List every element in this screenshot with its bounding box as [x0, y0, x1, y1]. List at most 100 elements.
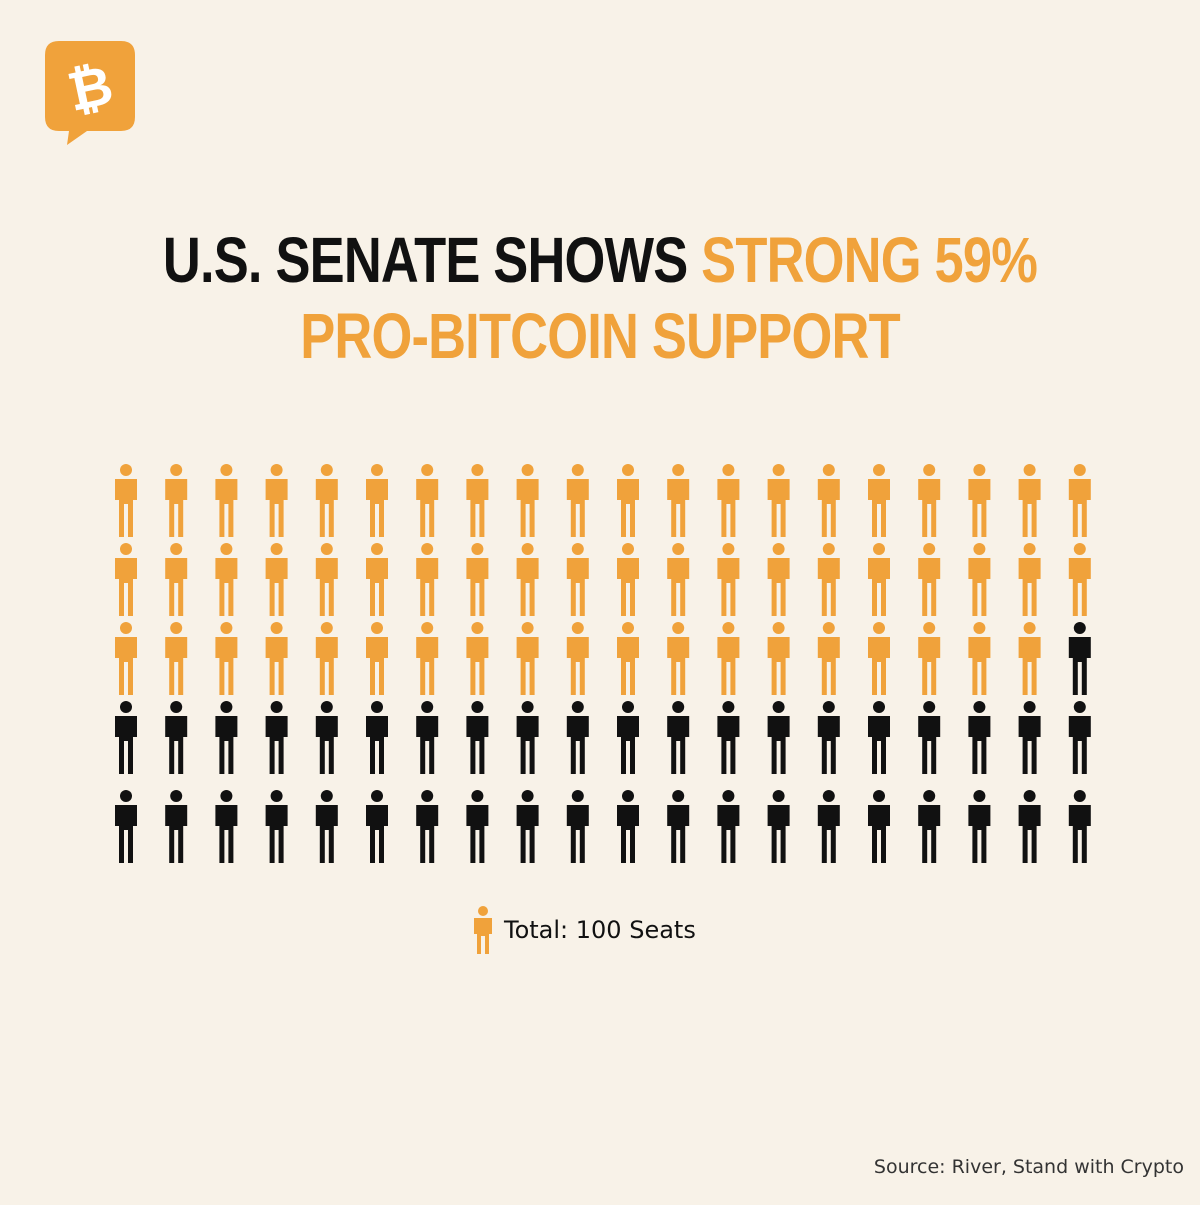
person-icon-93 [717, 790, 740, 863]
person-icon-10 [566, 464, 589, 537]
person-icon-20 [1068, 464, 1091, 537]
person-icon-82 [165, 790, 188, 863]
person-icon-3 [215, 464, 238, 537]
person-icon-71 [617, 701, 639, 774]
legend-label: Total: 100 Seats [504, 916, 696, 944]
person-icon-13 [717, 464, 740, 537]
person-icon-17 [918, 464, 941, 537]
speech-bubble-icon [45, 41, 135, 145]
person-icon-57 [918, 622, 941, 695]
person-icon-31 [617, 543, 639, 616]
person-icon-39 [1018, 543, 1041, 616]
person-icon-25 [315, 543, 338, 616]
person-icon-24 [265, 543, 288, 616]
person-icon-32 [667, 543, 690, 616]
person-icon-76 [868, 701, 890, 774]
person-icon-30 [566, 543, 589, 616]
person-icon-42 [165, 622, 188, 695]
person-icon-95 [817, 790, 840, 863]
person-icon-49 [516, 622, 539, 695]
person-icon-15 [817, 464, 840, 537]
person-icon-75 [817, 701, 840, 774]
person-icon-97 [918, 790, 941, 863]
person-icon-4 [265, 464, 288, 537]
person-icon-68 [466, 701, 489, 774]
person-icon-62 [165, 701, 188, 774]
title-part-2: STRONG 59% [701, 224, 1038, 296]
person-icon-87 [416, 790, 439, 863]
person-icon-46 [366, 622, 388, 695]
source-note: Source: River, Stand with Crypto [873, 1156, 1184, 1178]
person-icon-1 [115, 464, 137, 537]
person-icon-91 [617, 790, 639, 863]
title-part-3: PRO-BITCOIN SUPPORT [300, 300, 900, 372]
person-icon-14 [767, 464, 790, 537]
person-icon-41 [115, 622, 137, 695]
person-icon-50 [566, 622, 589, 695]
person-icon-26 [366, 543, 388, 616]
person-icon-51 [617, 622, 639, 695]
person-icon-89 [516, 790, 539, 863]
person-icon-88 [466, 790, 489, 863]
person-icon-65 [315, 701, 338, 774]
person-icon-74 [767, 701, 790, 774]
person-icon-27 [416, 543, 439, 616]
person-icon-55 [817, 622, 840, 695]
person-icon-9 [516, 464, 539, 537]
legend: Total: 100 Seats [472, 906, 696, 954]
person-icon-6 [366, 464, 388, 537]
person-icon-56 [868, 622, 890, 695]
person-icon-54 [767, 622, 790, 695]
person-icon-64 [265, 701, 288, 774]
person-icon-81 [115, 790, 137, 863]
person-icon-67 [416, 701, 439, 774]
person-icon-22 [165, 543, 188, 616]
person-icon-29 [516, 543, 539, 616]
person-icon-69 [516, 701, 539, 774]
person-icon-83 [215, 790, 238, 863]
person-icon [474, 906, 492, 954]
person-icon-85 [315, 790, 338, 863]
person-icon-80 [1068, 701, 1091, 774]
person-icon-8 [466, 464, 489, 537]
person-icon-43 [215, 622, 238, 695]
person-icon-35 [817, 543, 840, 616]
person-icon-52 [667, 622, 690, 695]
person-icon-60 [1068, 622, 1091, 695]
person-icon-11 [617, 464, 639, 537]
person-icon-2 [165, 464, 188, 537]
person-icon-79 [1018, 701, 1041, 774]
person-icon-99 [1018, 790, 1041, 863]
person-icon-77 [918, 701, 941, 774]
person-icon-66 [366, 701, 388, 774]
person-icon-70 [566, 701, 589, 774]
person-icon-92 [667, 790, 690, 863]
person-icon-47 [416, 622, 439, 695]
person-icon-98 [968, 790, 991, 863]
person-icon-18 [968, 464, 991, 537]
page-title: U.S. SENATE SHOWS STRONG 59% PRO-BITCOIN… [108, 222, 1092, 374]
person-icon-40 [1068, 543, 1091, 616]
person-icon-73 [717, 701, 740, 774]
person-icon-12 [667, 464, 690, 537]
person-icon-21 [115, 543, 137, 616]
person-icon-100 [1068, 790, 1091, 863]
person-icon-38 [968, 543, 991, 616]
person-icon-84 [265, 790, 288, 863]
person-icon-16 [868, 464, 890, 537]
person-icon-61 [115, 701, 137, 774]
person-icon-90 [566, 790, 589, 863]
person-icon-5 [315, 464, 338, 537]
person-icon-23 [215, 543, 238, 616]
person-icon-7 [416, 464, 439, 537]
person-icon-63 [215, 701, 238, 774]
person-icon-59 [1018, 622, 1041, 695]
person-icon-86 [366, 790, 388, 863]
person-icon-96 [868, 790, 890, 863]
person-icon-33 [717, 543, 740, 616]
person-icon-37 [918, 543, 941, 616]
bitcoin-logo: ₿ [45, 41, 135, 145]
person-icon-94 [767, 790, 790, 863]
person-icon-72 [667, 701, 690, 774]
person-icon-44 [265, 622, 288, 695]
